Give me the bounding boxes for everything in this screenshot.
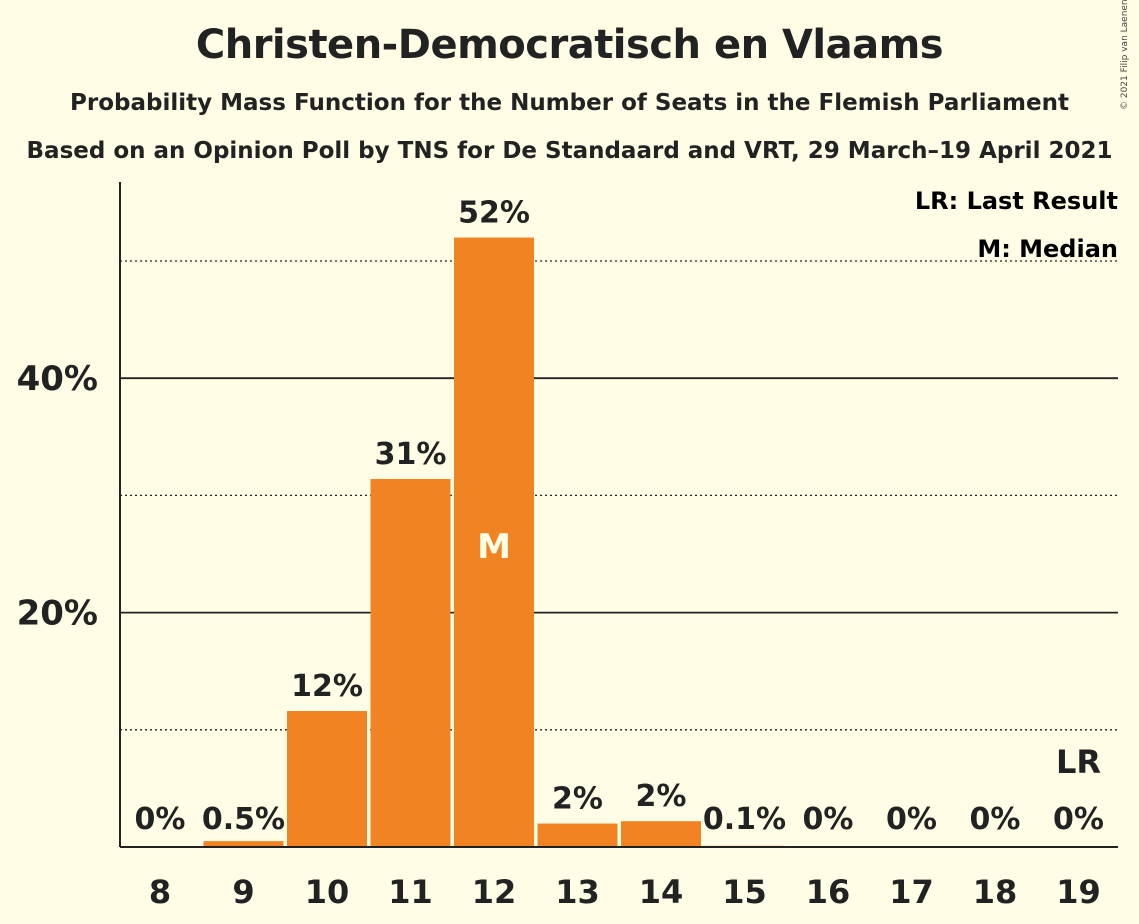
chart-source-line: Based on an Opinion Poll by TNS for De S… (26, 138, 1113, 164)
y-tick-label: 40% (17, 359, 98, 399)
x-tick-label-17: 17 (889, 873, 934, 911)
bar-9 (203, 841, 284, 847)
x-tick-label-14: 14 (639, 873, 684, 911)
data-label-8: 0% (135, 802, 186, 837)
x-tick-label-10: 10 (305, 873, 350, 911)
bar-14 (621, 821, 701, 847)
median-marker: M (477, 527, 511, 567)
x-tick-label-19: 19 (1056, 873, 1101, 911)
bars (203, 237, 785, 847)
bar-11 (370, 478, 451, 847)
data-label-15: 0.1% (703, 802, 786, 837)
data-label-10: 12% (291, 669, 363, 704)
data-label-12: 52% (458, 196, 530, 231)
data-label-14: 2% (636, 779, 687, 814)
x-tick-label-8: 8 (149, 873, 171, 911)
gridlines (120, 260, 1118, 731)
data-label-9: 0.5% (202, 802, 285, 837)
x-tick-label-18: 18 (973, 873, 1018, 911)
y-tick-label: 20% (17, 594, 98, 634)
x-tick-label-9: 9 (232, 873, 254, 911)
x-tick-label-12: 12 (472, 873, 517, 911)
x-tick-label-13: 13 (555, 873, 600, 911)
x-tick-label-16: 16 (806, 873, 851, 911)
data-label-11: 31% (375, 437, 447, 472)
legend-last-result: LR: Last Result (915, 187, 1118, 215)
data-label-18: 0% (970, 802, 1021, 837)
bar-12 (454, 237, 534, 847)
data-label-13: 2% (552, 782, 603, 817)
data-label-19: 0% (1053, 802, 1104, 837)
axes: 20% 40% 8 9 10 11 12 13 14 15 16 17 18 19 (17, 182, 1118, 911)
bar-13 (537, 823, 618, 847)
data-label-17: 0% (886, 802, 937, 837)
chart-subtitle: Probability Mass Function for the Number… (70, 90, 1069, 116)
x-tick-label-15: 15 (722, 873, 767, 911)
data-labels: 0% 0.5% 12% 31% 52% M 2% 2% 0.1% 0% 0% 0% 0% LR (135, 196, 1104, 837)
last-result-marker: LR (1056, 743, 1101, 781)
chart-title: Christen-Democratisch en Vlaams (195, 22, 944, 68)
legend-median: M: Median (977, 235, 1118, 263)
x-tick-label-11: 11 (388, 873, 433, 911)
data-label-16: 0% (803, 802, 854, 837)
bar-10 (287, 711, 367, 847)
